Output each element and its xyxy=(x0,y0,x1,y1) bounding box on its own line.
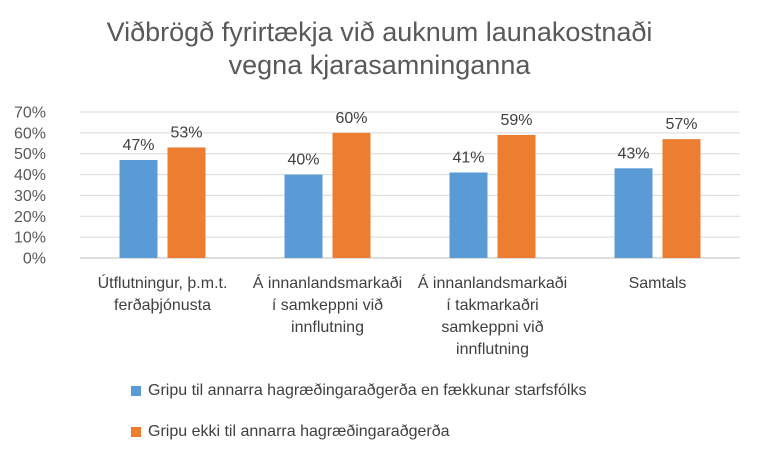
bar-series-1 xyxy=(119,159,158,258)
y-tick-label: 0% xyxy=(23,251,46,268)
legend-label-series-2: Gripu ekki til annarra hagræðingaraðgerð… xyxy=(148,423,450,440)
bar-series-1 xyxy=(614,168,653,258)
y-tick-label: 40% xyxy=(14,167,46,184)
data-label: 47% xyxy=(122,137,154,154)
x-tick-label-line: Útflutningur, þ.m.t. xyxy=(97,275,228,292)
chart-title-line-2: vegna kjarasamninganna xyxy=(228,50,531,80)
x-tick-label-line: innflutning xyxy=(456,341,529,358)
x-tick-label-line: ferðaþjónusta xyxy=(114,297,211,314)
data-label: 40% xyxy=(287,152,319,169)
y-tick-label: 60% xyxy=(14,125,46,142)
x-tick-label-line: Samtals xyxy=(628,275,687,292)
data-label: 43% xyxy=(617,145,649,162)
x-tick-label-line: í samkeppni við xyxy=(271,297,384,314)
y-tick-label: 30% xyxy=(14,188,46,205)
x-tick-label-line: samkeppni við xyxy=(441,319,544,336)
y-tick-label: 70% xyxy=(14,105,46,122)
legend-item-series-1: Gripu til annarra hagræðingaraðgerða en … xyxy=(131,382,586,400)
bar-series-2 xyxy=(662,139,701,258)
bar-series-1 xyxy=(449,172,488,258)
legend-label-series-1: Gripu til annarra hagræðingaraðgerða en … xyxy=(148,382,587,399)
data-label: 59% xyxy=(500,112,532,129)
x-tick-label: Útflutningur, þ.m.t. ferðaþjónusta xyxy=(73,273,253,317)
x-tick-label: Samtals xyxy=(568,273,748,295)
legend-swatch-blue xyxy=(131,386,141,396)
bar-series-1 xyxy=(284,174,323,258)
y-tick-label: 10% xyxy=(14,230,46,247)
data-label: 41% xyxy=(452,149,484,166)
x-tick-label: Á innanlandsmarkaði í samkeppni við innflu… xyxy=(238,273,418,339)
x-tick-label-line: innflutning xyxy=(291,319,364,336)
data-label: 60% xyxy=(335,110,367,127)
x-tick-label-line: Á innanlandsmarkaði xyxy=(252,275,403,292)
x-tick-label-line: í takmarkaðri xyxy=(446,297,539,314)
chart-title: Viðbrögð fyrirtækja við auknum launakost… xyxy=(0,16,759,82)
y-tick-label: 50% xyxy=(14,146,46,163)
bar-series-2 xyxy=(332,132,371,258)
bar-series-2 xyxy=(497,134,536,258)
x-tick-label-line: Á innanlandsmarkaði xyxy=(417,275,568,292)
legend-swatch-orange xyxy=(131,427,141,437)
x-tick-label: Á innanlandsmarkaði í takmarkaðri samkeppn… xyxy=(403,273,583,361)
chart-title-line-1: Viðbrögð fyrirtækja við auknum launakost… xyxy=(106,17,653,47)
data-label: 57% xyxy=(665,116,697,133)
data-label: 53% xyxy=(170,124,202,141)
bar-series-2 xyxy=(167,147,206,258)
y-tick-label: 20% xyxy=(14,209,46,226)
legend-item-series-2: Gripu ekki til annarra hagræðingaraðgerð… xyxy=(131,423,450,441)
